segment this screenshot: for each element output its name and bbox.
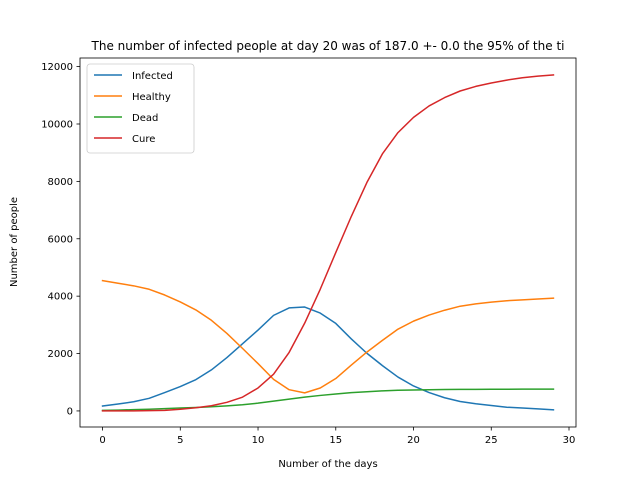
y-tick-label: 2000 — [48, 349, 73, 360]
legend-label-infected: Infected — [132, 71, 173, 82]
y-axis-label: Number of people — [9, 197, 20, 287]
series-line-cure — [101, 74, 555, 412]
axis-ticks: 0 5 10 15 20 25 30 0 2000 4000 6000 8000 10000 12000 — [41, 62, 575, 446]
legend-box — [86, 63, 195, 154]
series-line-healthy — [101, 279, 555, 394]
y-tick-label: 10000 — [41, 119, 73, 130]
legend-label-dead: Dead — [132, 113, 158, 124]
plot-frame — [79, 57, 577, 428]
x-tick-label: 10 — [252, 435, 265, 446]
x-tick-label: 0 — [99, 435, 105, 446]
chart-title: The number of infected people at day 20 … — [91, 39, 565, 53]
y-tick-label: 8000 — [48, 177, 73, 188]
x-tick-label: 5 — [177, 435, 183, 446]
y-tick-label: 0 — [67, 406, 73, 417]
y-tick-label: 6000 — [48, 234, 73, 245]
y-tick-label: 12000 — [41, 62, 73, 73]
x-tick-label: 25 — [485, 435, 498, 446]
x-tick-label: 30 — [563, 435, 576, 446]
y-tick-label: 4000 — [48, 292, 73, 303]
legend-label-healthy: Healthy — [132, 92, 171, 103]
series-line-infected — [101, 306, 555, 411]
legend-label-cure: Cure — [132, 134, 155, 145]
x-axis-label: Number of the days — [278, 459, 377, 470]
x-tick-label: 20 — [407, 435, 420, 446]
plot-lines — [101, 74, 555, 412]
x-tick-label: 15 — [329, 435, 342, 446]
legend: Infected Healthy Dead Cure — [86, 63, 195, 154]
series-line-dead — [101, 388, 555, 412]
